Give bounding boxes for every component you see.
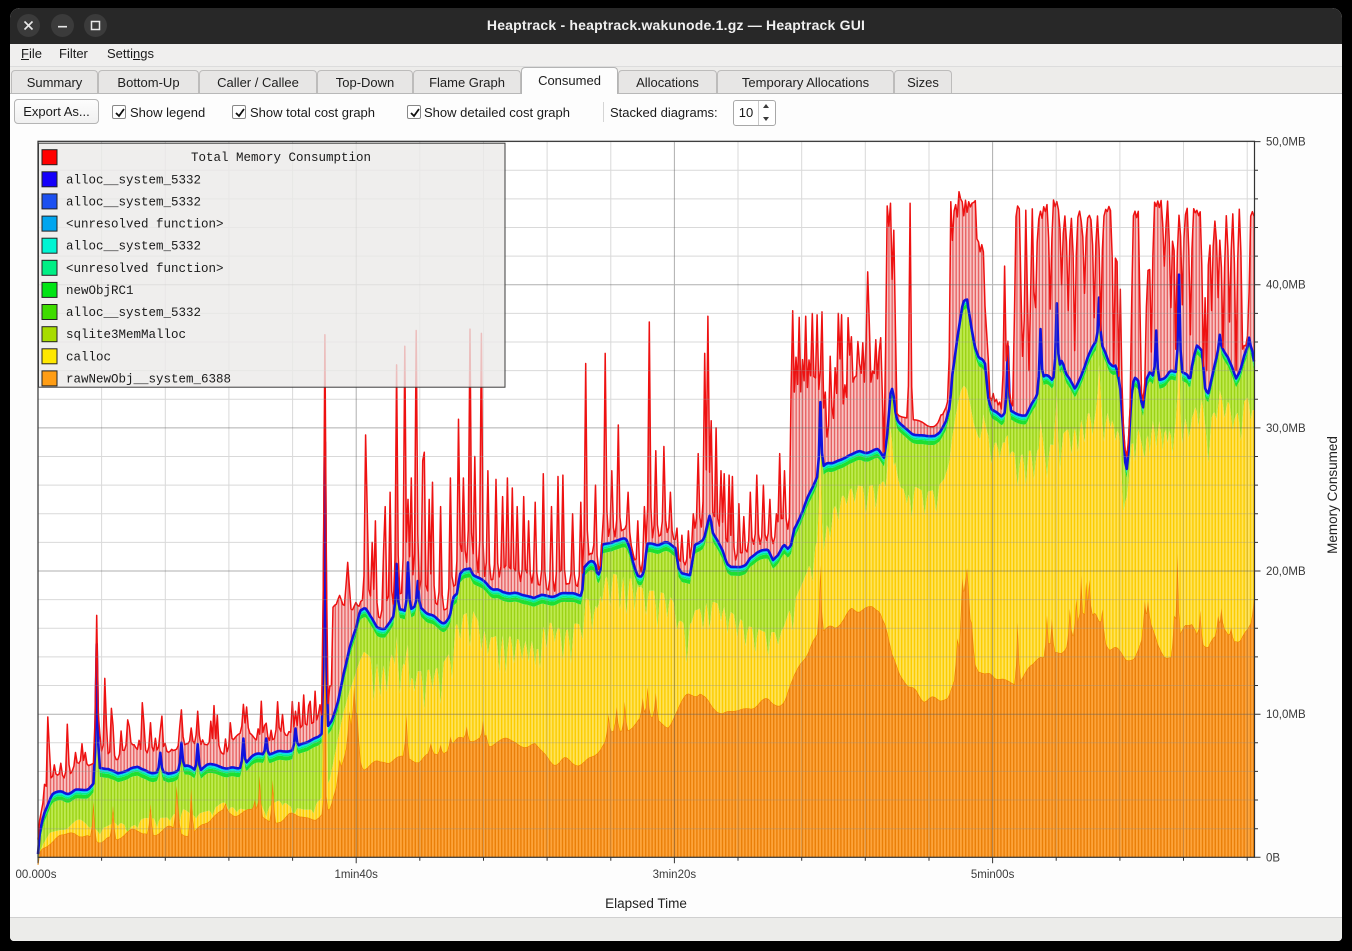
svg-text:00.000s: 00.000s xyxy=(16,869,57,881)
svg-text:<unresolved function>: <unresolved function> xyxy=(66,218,224,232)
svg-text:alloc__system_5332: alloc__system_5332 xyxy=(66,195,201,209)
svg-text:rawNewObj__system_6388: rawNewObj__system_6388 xyxy=(66,372,231,386)
svg-text:20,0MB: 20,0MB xyxy=(1266,566,1306,578)
svg-text:Elapsed Time: Elapsed Time xyxy=(605,896,687,911)
svg-text:Total Memory Consumption: Total Memory Consumption xyxy=(191,151,371,165)
svg-text:alloc__system_5332: alloc__system_5332 xyxy=(66,173,201,187)
svg-text:1min40s: 1min40s xyxy=(334,869,378,881)
svg-text:5min00s: 5min00s xyxy=(971,869,1015,881)
svg-text:3min20s: 3min20s xyxy=(653,869,697,881)
svg-text:Memory Consumed: Memory Consumed xyxy=(1325,436,1340,554)
svg-text:50,0MB: 50,0MB xyxy=(1266,137,1306,149)
svg-text:alloc__system_5332: alloc__system_5332 xyxy=(66,240,201,254)
svg-text:<unresolved function>: <unresolved function> xyxy=(66,262,224,276)
svg-text:0B: 0B xyxy=(1266,852,1280,864)
svg-text:10,0MB: 10,0MB xyxy=(1266,709,1306,721)
svg-text:calloc: calloc xyxy=(66,350,111,364)
svg-text:newObjRC1: newObjRC1 xyxy=(66,284,134,298)
svg-text:alloc__system_5332: alloc__system_5332 xyxy=(66,306,201,320)
svg-text:30,0MB: 30,0MB xyxy=(1266,423,1306,435)
svg-text:sqlite3MemMalloc: sqlite3MemMalloc xyxy=(66,328,186,342)
svg-text:40,0MB: 40,0MB xyxy=(1266,280,1306,292)
